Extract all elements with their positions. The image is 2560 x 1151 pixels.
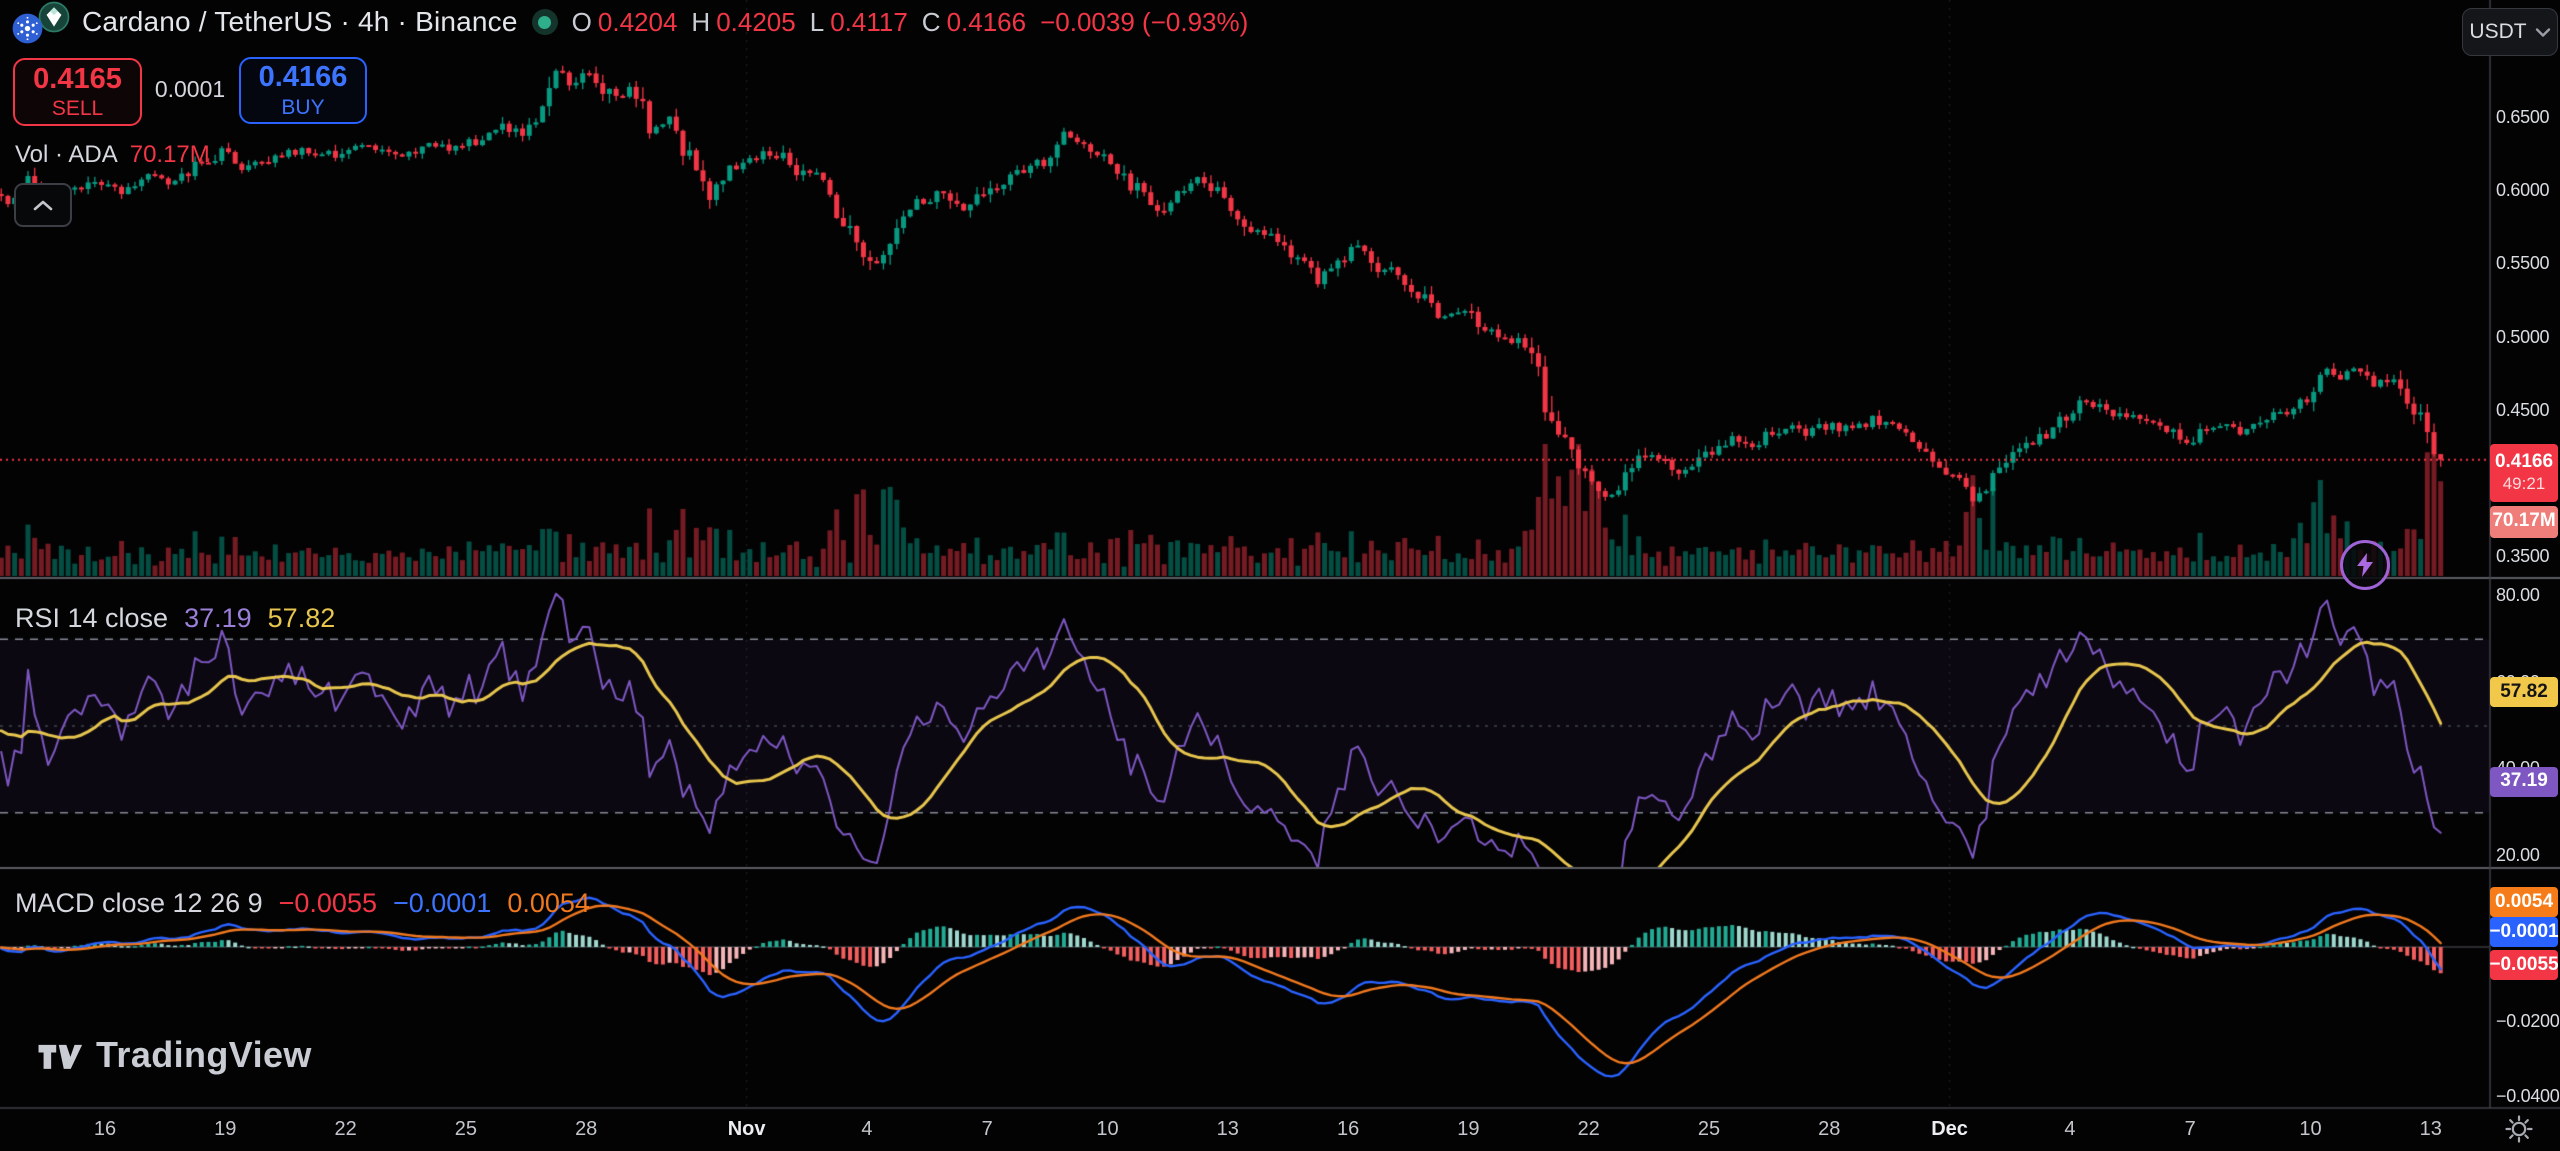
- time-axis-label: 25: [454, 1118, 478, 1140]
- macd-line-badge: −0.0001: [2489, 917, 2559, 948]
- buy-label: BUY: [281, 95, 325, 119]
- ohlc-letter: L: [809, 6, 825, 37]
- macd-legend-hist: −0.0055: [278, 888, 377, 918]
- volume-legend: Vol · ADA 70.17M: [15, 141, 210, 169]
- ohlc-letter: H: [691, 6, 711, 37]
- tradingview-logo-icon: [38, 1044, 83, 1069]
- volume-badge: 70.17M: [2490, 505, 2558, 538]
- time-axis-label: 22: [334, 1118, 357, 1140]
- macd-axis-label: −0.0400: [2496, 1086, 2560, 1106]
- time-axis-label: 10: [1096, 1118, 1119, 1140]
- symbol-title[interactable]: Cardano / TetherUS · 4h · Binance: [82, 6, 518, 37]
- sell-button[interactable]: 0.4165 SELL: [13, 58, 142, 126]
- time-axis-label: 7: [981, 1118, 993, 1140]
- rsi-value-badge: 37.19: [2490, 766, 2558, 797]
- ohlc-value: 0.4205: [716, 6, 796, 37]
- chevron-up-icon: [33, 200, 53, 211]
- currency-value: USDT: [2469, 20, 2527, 43]
- gear-icon: [2505, 1115, 2533, 1143]
- time-axis-label: 19: [214, 1118, 237, 1140]
- time-axis-label: 7: [2184, 1118, 2196, 1140]
- price-axis-label: 0.3500: [2496, 546, 2550, 567]
- macd-legend-macd: −0.0001: [392, 888, 492, 918]
- cardano-logo: [12, 13, 43, 44]
- symbol-logos: [12, 1, 70, 44]
- time-axis-label: 13: [1216, 1118, 1239, 1140]
- time-axis-label: 28: [1818, 1118, 1841, 1140]
- price-axis-label: 0.4500: [2496, 399, 2550, 420]
- rsi-legend-ma-value: 57.82: [267, 603, 336, 633]
- time-axis-label: 19: [1457, 1118, 1480, 1140]
- tradingview-watermark[interactable]: TradingView: [36, 1034, 312, 1076]
- time-axis-label: Dec: [1931, 1118, 1968, 1140]
- lightning-icon: [2357, 553, 2373, 577]
- time-axis[interactable]: 16 19 22 25 28 Nov 4 7 10 13 16 19 22 25 28 Dec 4 7 10 13: [0, 1108, 2560, 1151]
- time-axis-label: 16: [1336, 1118, 1360, 1140]
- buy-price: 0.4166: [258, 61, 348, 93]
- sell-label: SELL: [51, 97, 104, 121]
- macd-legend-signal: 0.0054: [507, 888, 590, 918]
- axis-settings-button[interactable]: [2502, 1112, 2536, 1146]
- price-axis-label: 0.6500: [2496, 107, 2550, 127]
- macd-legend[interactable]: MACD close 12 26 9 −0.0055 −0.0001 0.005…: [15, 888, 590, 919]
- tether-logo: [38, 1, 70, 33]
- ohlc-letter: O: [571, 6, 592, 37]
- ohlc-letter: C: [921, 6, 941, 37]
- collapse-pane-button[interactable]: [14, 183, 72, 227]
- volume-label: Vol · ADA: [15, 141, 118, 168]
- price-axis-label: 0.5500: [2496, 253, 2550, 274]
- price-axis-label: 0.5000: [2496, 326, 2550, 347]
- spread-value: 0.0001: [154, 76, 226, 102]
- time-axis-label: 10: [2299, 1118, 2322, 1140]
- time-axis-label: 4: [861, 1118, 873, 1140]
- price-axis-label: 0.6000: [2496, 180, 2550, 201]
- market-status-icon: [531, 9, 558, 35]
- time-axis-label: 25: [1697, 1118, 1721, 1140]
- macd-hist-badge: −0.0055: [2489, 950, 2559, 981]
- time-axis-label: Nov: [727, 1118, 766, 1140]
- time-axis-label: 28: [575, 1118, 598, 1140]
- sell-price: 0.4165: [33, 62, 122, 95]
- macd-legend-title: MACD close 12 26 9: [15, 888, 263, 918]
- rsi-legend-title: RSI 14 close: [15, 603, 169, 633]
- symbol-header: Cardano / TetherUS · 4h · Binance O 0.420…: [12, 1, 1249, 44]
- ohlc-value: 0.4117: [830, 6, 908, 37]
- ohlc-value: 0.4204: [597, 6, 678, 37]
- rsi-legend-value: 37.19: [184, 603, 252, 633]
- chevron-down-icon: [2535, 27, 2550, 37]
- macd-signal-badge: 0.0054: [2490, 887, 2558, 918]
- ohlc-value: 0.4166: [946, 6, 1027, 37]
- buy-button[interactable]: 0.4166 BUY: [239, 57, 367, 124]
- time-axis-label: 13: [2419, 1118, 2442, 1140]
- rsi-axis-label: 20.00: [2496, 844, 2540, 865]
- ohlc-values: O 0.4204 H 0.4205 L 0.4117 C 0.4166: [572, 7, 1026, 38]
- rsi-axis-label: 80.00: [2496, 585, 2540, 605]
- macd-axis-label: −0.0200: [2496, 1011, 2560, 1031]
- rsi-legend[interactable]: RSI 14 close 37.19 57.82: [15, 603, 335, 634]
- time-axis-label: 16: [93, 1118, 117, 1140]
- current-price-badge: 0.4166 49:21: [2490, 443, 2558, 502]
- time-axis-label: 22: [1577, 1118, 1600, 1140]
- time-axis-label: 4: [2064, 1118, 2076, 1140]
- rsi-ma-badge: 57.82: [2490, 677, 2558, 708]
- change-value: −0.0039 (−0.93%): [1040, 6, 1249, 37]
- tradingview-watermark-text: TradingView: [96, 1034, 312, 1075]
- currency-selector[interactable]: USDT: [2462, 8, 2558, 56]
- instant-trading-button[interactable]: [2340, 540, 2390, 590]
- volume-value: 70.17M: [129, 141, 210, 168]
